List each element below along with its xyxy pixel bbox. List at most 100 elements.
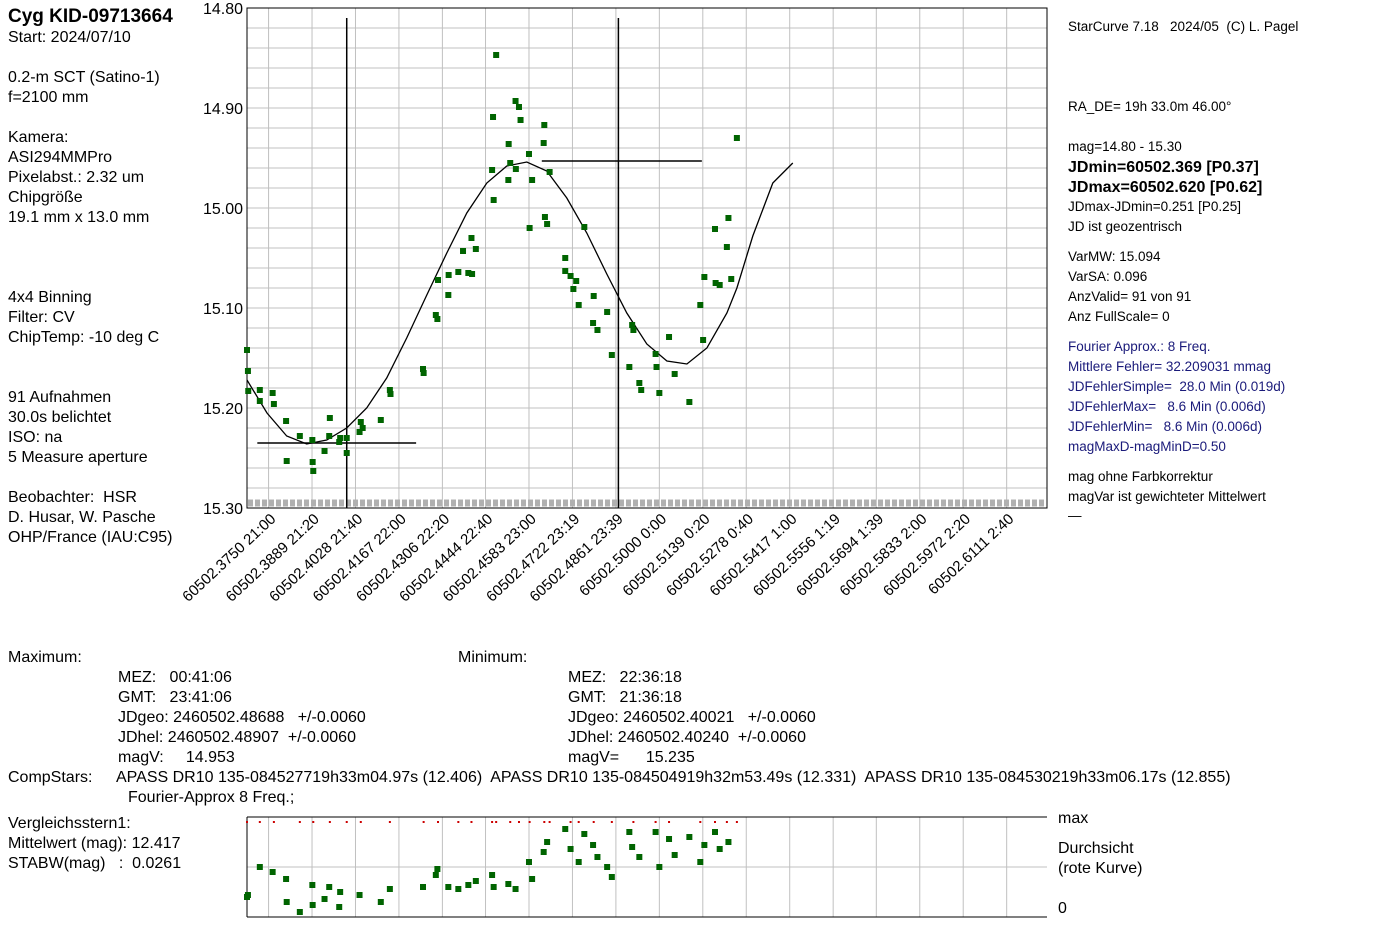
data-point: [283, 458, 290, 464]
red-curve-mark: [272, 821, 275, 823]
comparison-point: [434, 866, 441, 872]
comparison-point: [567, 846, 574, 852]
data-point: [562, 255, 569, 261]
chart-grid: [246, 7, 1048, 509]
data-point: [728, 276, 735, 282]
comparison-point: [244, 892, 251, 898]
data-point: [594, 327, 601, 333]
red-curve-mark: [345, 821, 348, 823]
comparison-point: [671, 852, 678, 858]
comparison-point: [269, 869, 276, 875]
comparison-point: [701, 842, 708, 848]
data-point: [445, 272, 452, 278]
info-line: ASI294MMPro: [8, 149, 113, 166]
y-tick-label: 15.30: [203, 501, 243, 518]
vergleich-mean: Mittelwert (mag): 12.417: [8, 835, 181, 852]
comparison-point: [465, 882, 472, 888]
data-point: [245, 388, 252, 394]
jd-fehler-simple: JDFehlerSimple= 28.0 Min (0.019d): [1068, 379, 1286, 394]
comparison-point: [716, 846, 723, 852]
red-curve-mark: [517, 821, 520, 823]
red-curve-mark: [328, 821, 331, 823]
data-point: [652, 351, 659, 357]
jdmax: JDmax=60502.620 [P0.62]: [1068, 179, 1263, 196]
data-point: [420, 366, 427, 372]
data-point: [526, 225, 533, 231]
data-point: [512, 98, 519, 104]
data-point: [309, 437, 316, 443]
data-point: [666, 334, 673, 340]
data-point: [387, 391, 394, 397]
maximum-jdgeo: JDgeo: 2460502.48688 +/-0.0060: [118, 709, 366, 726]
comparison-point: [283, 899, 290, 905]
data-point: [590, 320, 597, 326]
data-point: [296, 433, 303, 439]
data-point: [310, 468, 317, 474]
data-point: [723, 244, 730, 250]
data-point: [517, 117, 524, 123]
maximum-gmt: GMT: 23:41:06: [118, 689, 232, 706]
data-point: [377, 417, 384, 423]
data-point: [269, 390, 276, 396]
vergleich-title: Vergleichsstern1:: [8, 815, 131, 832]
comparison-point: [626, 829, 633, 835]
minimum-jdgeo: JDgeo: 2460502.40021 +/-0.0060: [568, 709, 816, 726]
data-point: [567, 273, 574, 279]
minimum-label: Minimum:: [458, 649, 528, 666]
data-point: [725, 215, 732, 221]
data-point: [541, 122, 548, 128]
comparison-point: [540, 849, 547, 855]
data-point: [700, 337, 707, 343]
comparison-point: [590, 842, 597, 848]
data-point: [570, 286, 577, 292]
red-curve-mark: [298, 821, 301, 823]
comparison-point: [337, 889, 344, 895]
info-line: Start: 2024/07/10: [8, 29, 131, 46]
red-curve-mark: [388, 821, 391, 823]
data-point: [326, 415, 333, 421]
data-point: [455, 269, 462, 275]
comparison-point: [636, 854, 643, 860]
data-point: [604, 309, 611, 315]
data-point: [336, 439, 343, 445]
mag-range: mag=14.80 - 15.30: [1068, 139, 1182, 154]
comparison-point: [725, 839, 732, 845]
maximum-magv: magV: 14.953: [118, 749, 235, 766]
data-point: [697, 302, 704, 308]
red-curve-mark: [713, 821, 716, 823]
red-curve-mark: [569, 821, 572, 823]
data-point: [490, 197, 497, 203]
y-tick-label: 15.20: [203, 401, 243, 418]
star-title: Cyg KID-09713664: [8, 6, 173, 27]
anzfull: Anz FullScale= 0: [1068, 309, 1170, 324]
info-line: f=2100 mm: [8, 89, 89, 106]
mag-diff: magMaxD-magMinD=0.50: [1068, 439, 1226, 454]
data-point: [653, 364, 660, 370]
comparison-point: [652, 829, 659, 835]
light-curve-chart: 14.80 14.90 15.00 15.10 15.20 15.30 60502.375…: [179, 1, 1048, 605]
comparison-point: [697, 859, 704, 865]
comparison-point: [544, 839, 551, 845]
compstars-label: CompStars:: [8, 769, 93, 786]
data-point: [493, 52, 500, 58]
comparison-point: [512, 886, 519, 892]
minimum-magv: magV= 15.235: [568, 749, 695, 766]
data-point: [711, 226, 718, 232]
info-line: ISO: na: [8, 429, 63, 446]
info-line: 30.0s belichtet: [8, 409, 112, 426]
data-point: [386, 387, 393, 393]
red-curve-mark: [509, 821, 512, 823]
red-curve-mark: [668, 821, 671, 823]
data-point: [460, 248, 467, 254]
data-point: [701, 274, 708, 280]
data-point: [638, 387, 645, 393]
data-point: [626, 364, 633, 370]
data-point: [343, 450, 350, 456]
data-point: [326, 433, 333, 439]
comparison-point: [562, 826, 569, 832]
data-point: [244, 368, 251, 374]
data-point: [337, 435, 344, 441]
lower-zero-label: 0: [1058, 900, 1067, 917]
comparison-point: [256, 864, 263, 870]
data-point: [256, 387, 263, 393]
